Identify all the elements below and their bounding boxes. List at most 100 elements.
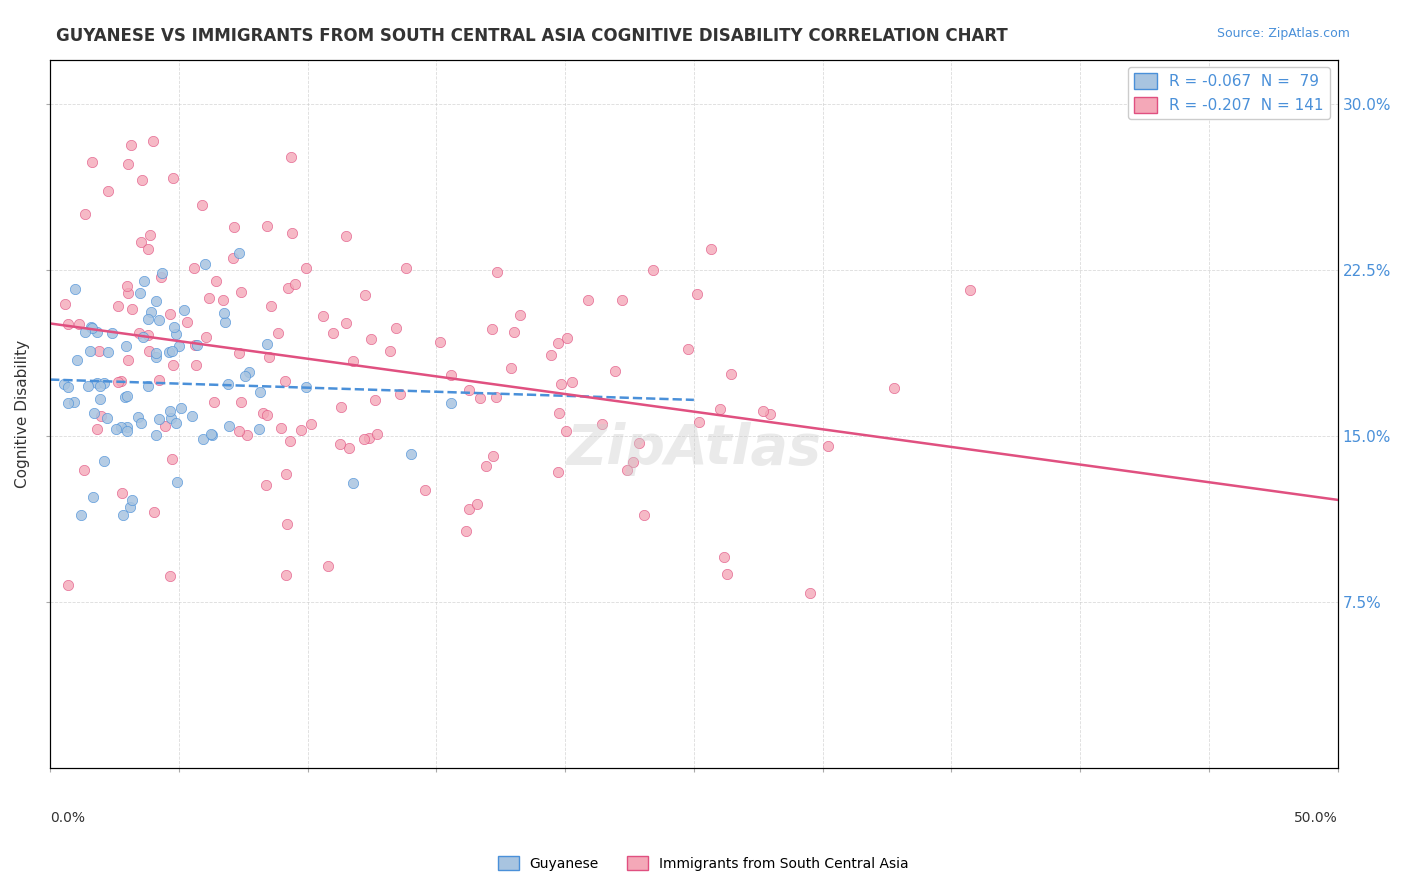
Point	[633, 508, 655, 523]
Point	[720, 367, 742, 381]
Point	[162, 359, 184, 373]
Point	[73, 325, 96, 339]
Point	[295, 380, 318, 394]
Point	[150, 270, 173, 285]
Point	[131, 173, 153, 187]
Point	[385, 320, 408, 334]
Point	[316, 558, 339, 573]
Point	[270, 420, 292, 434]
Point	[96, 410, 118, 425]
Point	[90, 409, 112, 424]
Point	[281, 227, 304, 241]
Point	[193, 432, 215, 446]
Point	[79, 320, 101, 334]
Point	[73, 463, 96, 477]
Point	[360, 332, 382, 346]
Point	[200, 426, 222, 441]
Point	[222, 251, 245, 265]
Point	[111, 508, 134, 522]
Point	[278, 434, 301, 449]
Point	[465, 497, 488, 511]
Point	[482, 449, 505, 463]
Point	[110, 420, 132, 434]
Point	[132, 330, 155, 344]
Text: 50.0%: 50.0%	[1294, 811, 1337, 825]
Point	[257, 350, 280, 364]
Point	[76, 379, 98, 393]
Point	[509, 309, 531, 323]
Point	[610, 293, 633, 307]
Point	[676, 342, 699, 356]
Point	[295, 261, 318, 276]
Point	[554, 424, 576, 438]
Point	[335, 229, 357, 244]
Point	[117, 353, 139, 368]
Point	[252, 406, 274, 420]
Point	[150, 266, 173, 280]
Point	[254, 477, 277, 491]
Point	[194, 329, 217, 343]
Point	[217, 377, 239, 392]
Point	[110, 486, 132, 500]
Point	[330, 401, 353, 415]
Point	[138, 344, 160, 359]
Point	[454, 524, 477, 538]
Point	[276, 568, 298, 582]
Point	[628, 435, 651, 450]
Point	[713, 550, 735, 565]
Point	[366, 427, 388, 442]
Point	[93, 376, 115, 391]
Point	[134, 274, 156, 288]
Point	[378, 343, 401, 358]
Point	[290, 423, 312, 437]
Point	[159, 569, 181, 583]
Point	[184, 358, 207, 372]
Point	[101, 326, 124, 341]
Point	[145, 350, 167, 364]
Point	[354, 288, 377, 302]
Point	[148, 313, 170, 327]
Point	[959, 283, 981, 297]
Point	[686, 286, 709, 301]
Point	[395, 260, 418, 275]
Point	[276, 517, 298, 532]
Point	[238, 365, 260, 379]
Point	[548, 406, 571, 420]
Point	[165, 416, 187, 430]
Point	[353, 433, 375, 447]
Point	[115, 420, 138, 434]
Point	[470, 391, 492, 405]
Point	[201, 428, 224, 442]
Point	[457, 501, 479, 516]
Point	[153, 418, 176, 433]
Point	[118, 500, 141, 514]
Y-axis label: Cognitive Disability: Cognitive Disability	[15, 340, 30, 488]
Point	[97, 185, 120, 199]
Point	[136, 311, 159, 326]
Point	[160, 452, 183, 467]
Point	[191, 198, 214, 212]
Point	[86, 325, 108, 339]
Point	[117, 157, 139, 171]
Point	[93, 454, 115, 468]
Point	[129, 285, 152, 300]
Point	[110, 374, 132, 388]
Point	[218, 419, 240, 434]
Point	[138, 327, 160, 342]
Point	[337, 441, 360, 455]
Point	[86, 376, 108, 390]
Point	[120, 137, 142, 152]
Point	[214, 315, 236, 329]
Point	[53, 296, 76, 310]
Point	[159, 307, 181, 321]
Point	[202, 394, 225, 409]
Point	[440, 368, 463, 383]
Point	[89, 392, 111, 407]
Point	[198, 291, 221, 305]
Point	[277, 281, 299, 295]
Point	[709, 402, 731, 417]
Point	[700, 242, 723, 256]
Point	[194, 257, 217, 271]
Text: ZipAtlas: ZipAtlas	[567, 423, 821, 476]
Point	[80, 155, 103, 169]
